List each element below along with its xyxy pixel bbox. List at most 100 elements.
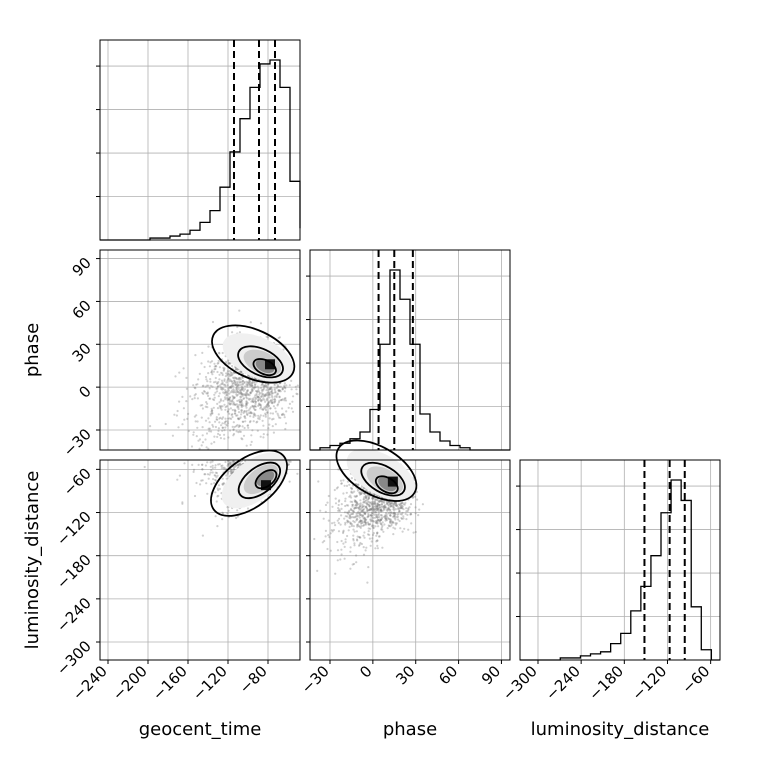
scatter-point xyxy=(213,393,216,396)
scatter-point xyxy=(253,399,256,402)
scatter-point xyxy=(263,386,266,389)
scatter-point xyxy=(283,385,286,388)
scatter-point xyxy=(253,405,256,408)
scatter-point xyxy=(273,395,276,398)
scatter-point xyxy=(376,507,379,510)
scatter-point xyxy=(389,520,392,524)
scatter-point xyxy=(385,517,388,520)
scatter-point xyxy=(390,504,393,508)
scatter-point xyxy=(231,413,234,416)
scatter-point xyxy=(373,505,376,508)
scatter-point xyxy=(379,510,383,513)
scatter-point xyxy=(274,407,277,410)
scatter-point xyxy=(244,394,247,397)
scatter-point xyxy=(231,395,234,398)
scatter-point xyxy=(211,471,214,474)
scatter-point xyxy=(340,548,343,551)
scatter-point xyxy=(227,373,230,376)
scatter-point xyxy=(373,500,376,503)
scatter-point xyxy=(271,401,274,404)
scatter-point xyxy=(362,516,365,519)
scatter-point xyxy=(230,386,233,389)
scatter-point xyxy=(367,497,370,500)
scatter-point xyxy=(178,371,181,374)
scatter-point xyxy=(227,410,230,413)
scatter-point xyxy=(324,535,327,538)
scatter-point xyxy=(385,513,388,516)
scatter-point xyxy=(206,380,209,383)
scatter-point xyxy=(216,382,219,385)
scatter-point xyxy=(347,510,351,514)
scatter-point xyxy=(374,501,377,504)
scatter-point xyxy=(216,390,219,393)
scatter-point xyxy=(244,417,247,420)
scatter-point xyxy=(394,504,397,507)
scatter-point xyxy=(364,521,367,524)
scatter-point xyxy=(379,514,382,517)
scatter-point xyxy=(196,420,199,423)
scatter-point xyxy=(374,505,377,508)
scatter-point xyxy=(245,444,248,447)
scatter-point xyxy=(386,509,389,512)
scatter-point xyxy=(402,515,405,518)
scatter-point xyxy=(226,373,229,377)
scatter-point xyxy=(279,390,282,393)
scatter-point xyxy=(283,384,286,387)
scatter-point xyxy=(273,400,276,403)
scatter-point xyxy=(265,389,268,392)
scatter-point xyxy=(376,507,379,510)
scatter-point xyxy=(213,362,216,365)
y-tick-label: 30 xyxy=(69,339,95,365)
scatter-point xyxy=(382,500,385,503)
scatter-point xyxy=(272,431,275,434)
scatter-point xyxy=(379,518,382,521)
scatter-point xyxy=(376,521,379,524)
scatter-point xyxy=(230,386,233,389)
scatter-point xyxy=(389,505,392,508)
scatter-point xyxy=(363,496,366,499)
x-tick-label: 60 xyxy=(435,662,461,688)
scatter-point xyxy=(203,390,206,393)
scatter-point xyxy=(225,393,228,396)
contour-level xyxy=(374,475,399,495)
scatter-point xyxy=(204,385,207,388)
scatter-point xyxy=(343,517,346,520)
scatter-point xyxy=(204,419,208,422)
scatter-point xyxy=(353,542,356,545)
scatter-point xyxy=(370,514,373,517)
scatter-point xyxy=(245,403,248,406)
scatter-point xyxy=(205,392,208,395)
scatter-point xyxy=(288,480,291,483)
scatter-point xyxy=(221,426,224,429)
scatter-point xyxy=(207,360,210,363)
y-tick-label: −120 xyxy=(53,508,95,550)
scatter-point xyxy=(295,392,298,395)
scatter-point xyxy=(271,396,274,399)
scatter-point xyxy=(246,383,250,386)
scatter-point xyxy=(361,515,364,518)
scatter-point xyxy=(245,390,248,393)
scatter-point xyxy=(240,393,243,396)
tick-layer: −240−200−160−120 −80 −30 0 30 60 90−300 −240 −18… xyxy=(53,65,713,704)
scatter-point xyxy=(218,384,221,387)
scatter-point xyxy=(380,502,384,505)
scatter-point xyxy=(254,389,258,393)
scatter-point xyxy=(277,385,280,388)
scatter-point xyxy=(244,420,247,423)
scatter-point xyxy=(205,401,208,404)
scatter-point xyxy=(283,399,286,402)
scatter-point xyxy=(237,411,241,414)
scatter-point xyxy=(393,502,396,505)
scatter-point xyxy=(358,503,361,506)
scatter-point xyxy=(238,389,242,392)
scatter-point xyxy=(392,505,395,508)
scatter-point xyxy=(235,516,238,520)
scatter-point xyxy=(346,520,349,523)
scatter-point xyxy=(367,527,370,530)
scatter-point xyxy=(259,386,263,390)
scatter-point xyxy=(239,416,242,419)
scatter-point xyxy=(228,373,232,376)
contour-level xyxy=(211,324,296,384)
scatter-point xyxy=(237,383,240,386)
scatter-point xyxy=(218,366,221,369)
